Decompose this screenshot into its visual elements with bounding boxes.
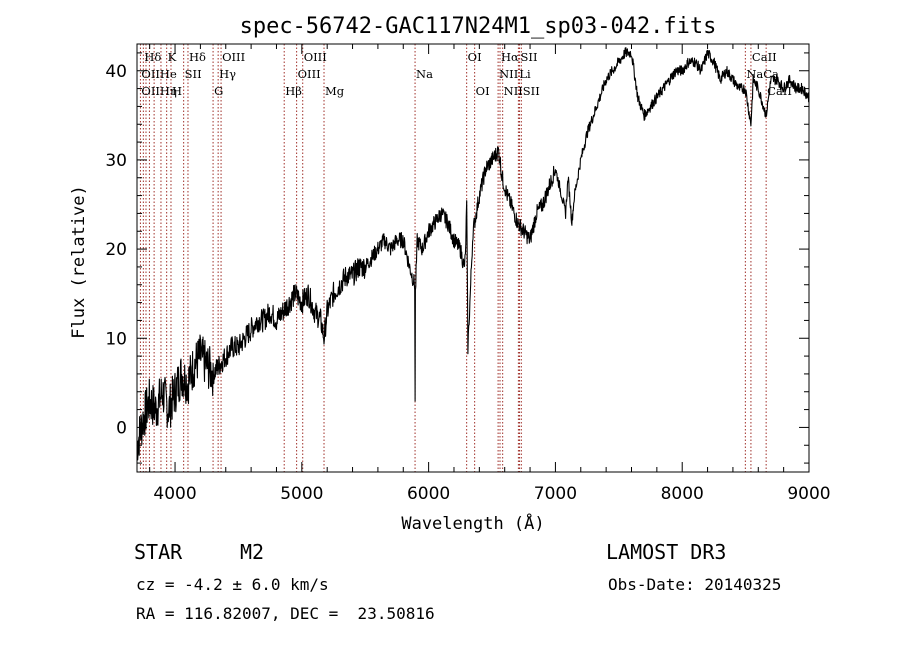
spectral-line-label: SII — [521, 50, 538, 64]
x-tick-label: 8000 — [661, 484, 704, 504]
spectral-line-label: OI — [468, 50, 482, 64]
spectral-line-label: NIISII — [504, 84, 540, 98]
spectral-line-label: OIIHe — [141, 67, 177, 81]
y-tick-label: 40 — [105, 62, 127, 82]
spectral-line-label: SII — [185, 67, 202, 81]
axis-ticks — [137, 44, 810, 472]
spectral-line-label: H — [172, 84, 182, 98]
y-tick-label: 20 — [105, 240, 127, 260]
x-tick-label: 6000 — [407, 484, 450, 504]
object-class: STAR — [134, 540, 183, 564]
spectral-line-label: Hδ — [189, 50, 206, 64]
spectral-line-label: Hγ — [219, 67, 236, 81]
spectral-line-label: Na — [416, 67, 433, 81]
survey-name: LAMOST DR3 — [606, 540, 727, 564]
coordinates: RA = 116.82007, DEC = 23.50816 — [136, 604, 435, 623]
spectral-line-label: Hβ — [285, 84, 302, 98]
y-tick-label: 0 — [116, 418, 127, 438]
x-axis-label: Wavelength (Å) — [401, 512, 544, 534]
y-tick-label: 10 — [105, 329, 127, 349]
y-tick-labels: 0 10 20 30 40 — [105, 62, 127, 439]
redshift-cz: cz = -4.2 ± 6.0 km/s — [136, 575, 329, 594]
spectral-line-label: K — [168, 50, 177, 64]
x-tick-label: 7000 — [534, 484, 577, 504]
spectral-line-markers — [139, 44, 767, 472]
spectral-line-label: OIII — [298, 67, 321, 81]
observation-date: Obs-Date: 20140325 — [608, 575, 782, 594]
spectral-line-label: OI — [476, 84, 490, 98]
x-tick-label: 5000 — [280, 484, 323, 504]
spectral-line-label: Li — [519, 67, 531, 81]
spectrum-series-line — [136, 47, 810, 461]
spectral-line-label: OIII — [304, 50, 327, 64]
spectral-line-label: Hα — [501, 50, 519, 64]
plot-frame — [136, 43, 810, 473]
x-tick-label: 4000 — [153, 484, 196, 504]
spectral-line-label: Mg — [325, 84, 345, 98]
chart-title: spec-56742-GAC117N24M1_sp03-042.fits — [240, 14, 717, 39]
x-tick-labels: 4000 5000 6000 7000 8000 9000 — [153, 484, 830, 504]
spectral-line-label: G — [214, 84, 223, 98]
y-tick-label: 30 — [105, 151, 127, 171]
spectral-line-label: CaII — [767, 84, 792, 98]
object-subclass: M2 — [240, 540, 265, 564]
spectral-line-label: OIIHη — [141, 84, 177, 98]
spectral-line-label: CaII — [752, 50, 777, 64]
spectral-line-label: Hδ — [144, 50, 161, 64]
x-tick-label: 9000 — [787, 484, 830, 504]
spectral-line-label: NII — [499, 67, 518, 81]
spectral-line-label: OIII — [222, 50, 245, 64]
y-axis-label: Flux (relative) — [69, 185, 89, 339]
